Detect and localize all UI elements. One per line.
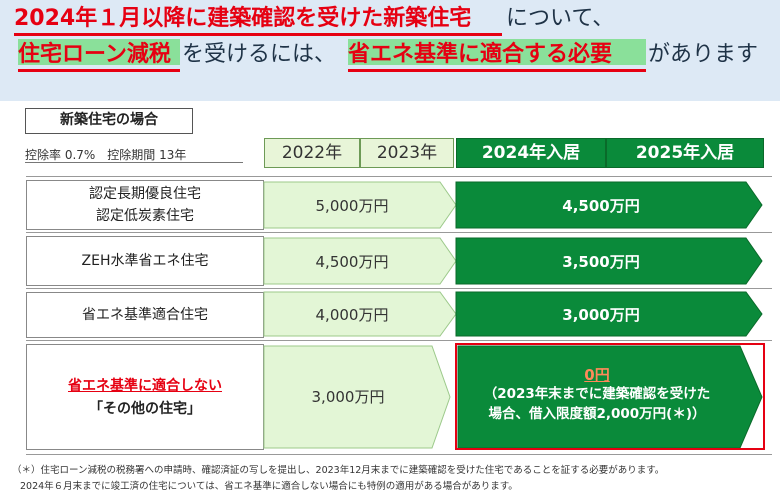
row-label-black: 「その他の住宅」	[89, 401, 201, 417]
headline-underline-2	[18, 69, 180, 72]
row-label-line: 省エネ基準適合住宅	[82, 307, 208, 323]
highlight-standard	[348, 39, 646, 65]
highlight-frame	[455, 343, 765, 450]
year-2022: 2022年	[264, 138, 360, 168]
headline-underline-1	[14, 33, 502, 36]
headline-plain-3: があります	[648, 42, 759, 67]
row-label-line: ZEH水準省エネ住宅	[81, 253, 209, 269]
row-divider	[26, 340, 772, 341]
row-divider	[26, 288, 772, 289]
arrow-old-row1	[263, 181, 457, 229]
headline-red-2: 住宅ローン減税	[18, 42, 171, 67]
row-divider	[26, 232, 772, 233]
year-2023: 2023年	[360, 138, 454, 168]
new-value: 3,000万円	[562, 306, 640, 324]
arrow-old-row4	[263, 345, 451, 449]
headline-underline-3	[348, 69, 646, 72]
old-value: 4,000万円	[315, 306, 389, 324]
row-label-line: 認定長期優良住宅	[89, 186, 201, 202]
old-value: 4,500万円	[315, 253, 389, 271]
new-value-note-2: 場合、借入限度額2,000万円(＊)）	[488, 406, 706, 422]
row-divider	[26, 454, 772, 455]
year-2024: 2024年入居	[456, 138, 606, 168]
highlight-loan	[18, 39, 180, 65]
case-label: 新築住宅の場合	[25, 108, 193, 134]
new-value-note-1: （2023年末までに建築確認を受けた	[483, 386, 711, 402]
arrow-new-row3	[455, 291, 763, 337]
arrow-old-row2	[263, 237, 457, 285]
row-label-other: 省エネ基準に適合しない 「その他の住宅」	[26, 344, 264, 450]
headline-red-3: 省エネ基準に適合する必要	[348, 42, 613, 67]
year-2025: 2025年入居	[606, 138, 764, 168]
deduction-note: 控除率 0.7% 控除期間 13年	[25, 148, 187, 162]
new-value: 3,500万円	[562, 253, 640, 271]
new-value-zero: 0円	[584, 366, 610, 384]
row-label-long-life: 認定長期優良住宅 認定低炭素住宅	[26, 180, 264, 230]
headline-plain-1: について、	[506, 6, 615, 31]
arrow-old-row3	[263, 291, 457, 337]
arrow-new-row2	[455, 237, 763, 285]
deduction-note-underline	[25, 162, 243, 163]
row-label-red: 省エネ基準に適合しない	[68, 378, 222, 394]
headline-plain-2: を受けるには、	[182, 42, 337, 67]
row-label-line: 認定低炭素住宅	[96, 208, 194, 224]
footnote-1: （＊）住宅ローン減税の税務署への申請時、確認済証の写しを提出し、2023年12月…	[12, 465, 665, 476]
row-divider	[26, 176, 772, 177]
row-label-standard: 省エネ基準適合住宅	[26, 292, 264, 338]
new-value: 4,500万円	[562, 197, 640, 215]
old-value: 5,000万円	[315, 197, 389, 215]
arrow-new-row1	[455, 181, 763, 229]
footnote-2: 2024年６月末までに竣工済の住宅については、省エネ基準に適合しない場合にも特例…	[20, 481, 518, 492]
headline-red-1: 2024年１月以降に建築確認を受けた新築住宅	[14, 6, 472, 31]
row-label-zeh: ZEH水準省エネ住宅	[26, 236, 264, 286]
old-value: 3,000万円	[311, 388, 385, 406]
arrow-new-row4	[457, 345, 763, 449]
